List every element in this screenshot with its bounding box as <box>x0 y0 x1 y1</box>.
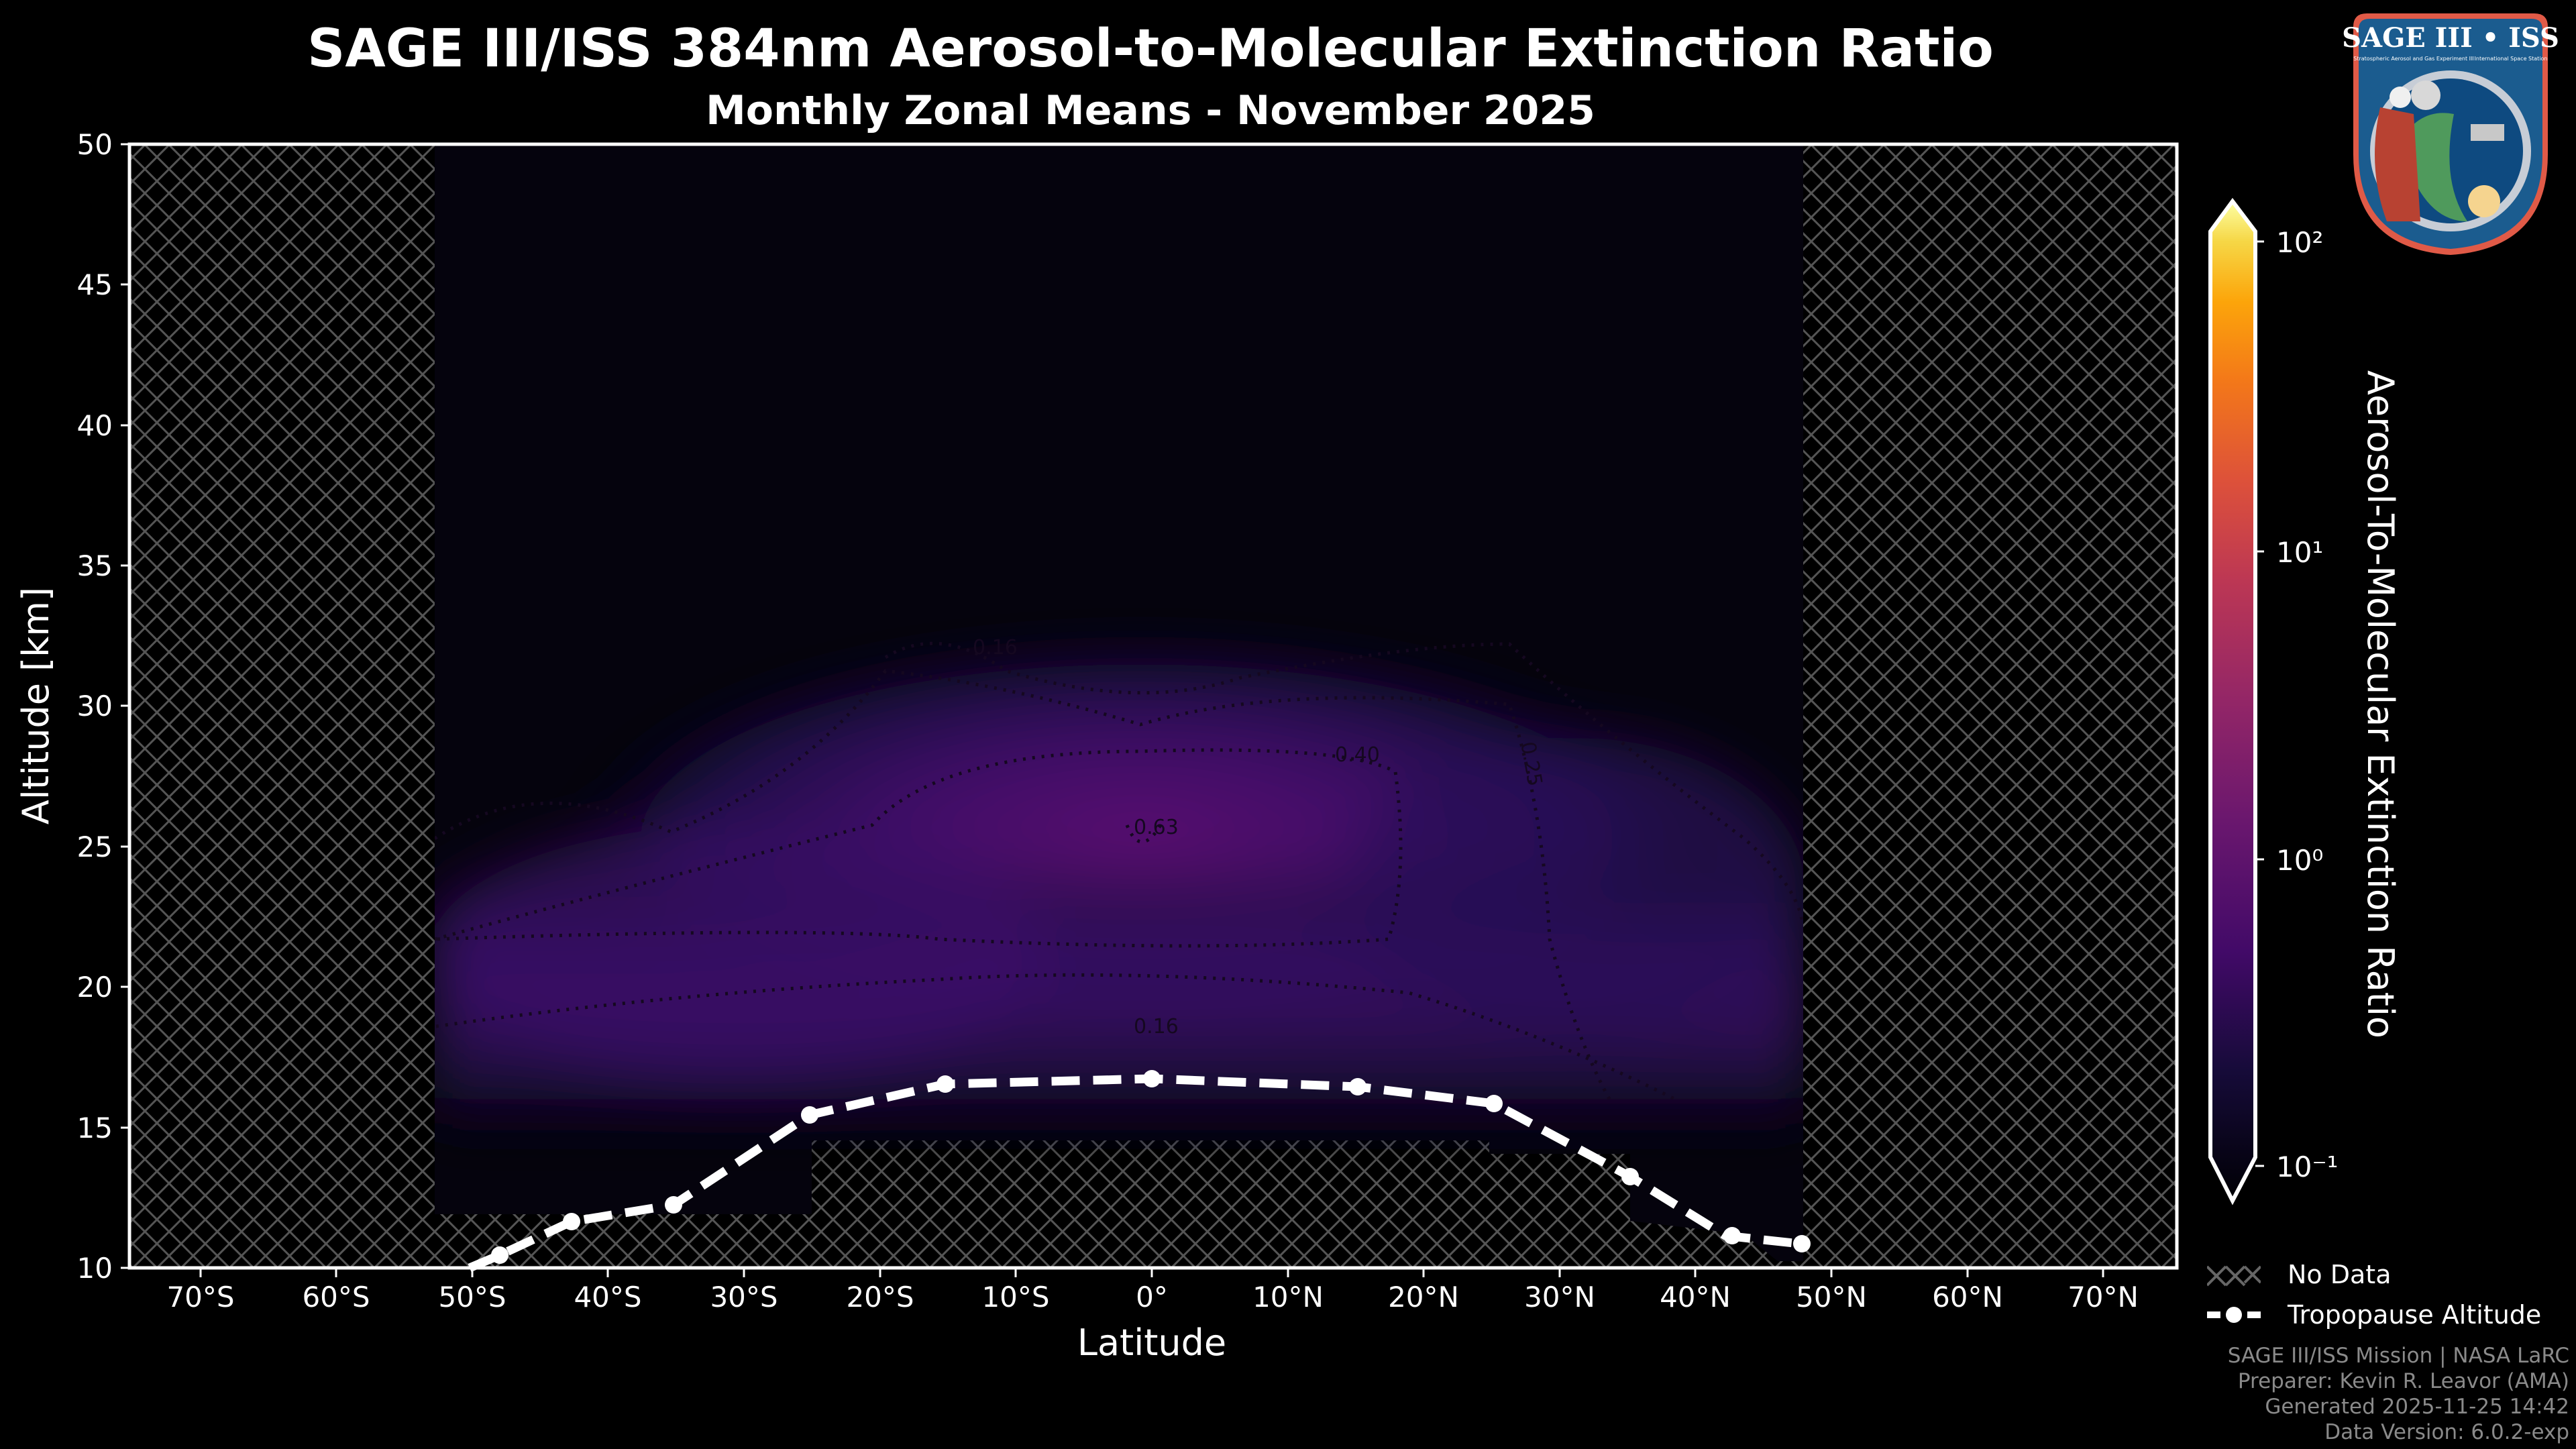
y-tick-label: 35 <box>77 549 113 582</box>
legend-item-no-data: No Data <box>2207 1254 2541 1295</box>
y-axis <box>121 143 129 1269</box>
footer-credits: SAGE III/ISS Mission | NASA LaRC Prepare… <box>2228 1343 2569 1445</box>
sage-iii-iss-mission-logo: SAGE III • ISS Stratospheric Aerosol and… <box>2342 13 2559 255</box>
contour-label-016-upper: 0.16 <box>973 636 1018 659</box>
x-tick-label: 0° <box>1136 1281 1168 1313</box>
logo-subtitle-2: International Space Station <box>2475 56 2548 62</box>
x-tick-label: 40°S <box>574 1281 641 1313</box>
footer-preparer: Preparer: Kevin R. Leavor (AMA) <box>2237 1369 2569 1393</box>
contour-label-063: 0.63 <box>1134 816 1179 839</box>
aerosol-ratio-field: 0.63 0.40 0.25 0.16 0.16 <box>435 144 1803 1261</box>
x-tick-label: 30°N <box>1524 1281 1595 1313</box>
x-tick-label: 60°S <box>302 1281 370 1313</box>
colorbar-tick-label: 10⁰ <box>2276 844 2323 877</box>
colorbar-tick-label: 10² <box>2276 226 2323 259</box>
y-tick-label: 15 <box>77 1112 113 1144</box>
footer-data-version: Data Version: 6.0.2-exp <box>2324 1420 2569 1444</box>
dashed-line-dot-icon <box>2207 1307 2261 1323</box>
colorbar-tick-label: 10¹ <box>2276 536 2323 569</box>
tropopause-point <box>801 1106 818 1124</box>
y-tick-label: 10 <box>77 1252 113 1285</box>
contour-label-016-lower: 0.16 <box>1134 1015 1179 1038</box>
x-tick-label: 70°N <box>2068 1281 2139 1313</box>
y-tick-label: 25 <box>77 830 113 863</box>
logo-subtitle: Stratospheric Aerosol and Gas Experiment… <box>2353 56 2473 62</box>
x-tick-label: 20°N <box>1388 1281 1459 1313</box>
x-axis-label: Latitude <box>1077 1322 1226 1364</box>
tropopause-point <box>563 1213 580 1230</box>
colorbar-tick-label: 10⁻¹ <box>2276 1150 2338 1183</box>
y-tick-label: 30 <box>77 690 113 722</box>
legend-item-tropopause: Tropopause Altitude <box>2207 1295 2541 1335</box>
tropopause-point <box>936 1075 954 1093</box>
x-tick-label: 60°N <box>1932 1281 2003 1313</box>
y-axis-label: Altitude [km] <box>15 587 57 824</box>
contour-label-040: 0.40 <box>1335 743 1380 767</box>
tropopause-point <box>1485 1095 1503 1112</box>
logo-title: SAGE III • ISS <box>2342 22 2559 54</box>
x-tick-label: 50°S <box>438 1281 506 1313</box>
tropopause-point <box>1349 1078 1366 1095</box>
y-tick-label: 40 <box>77 409 113 442</box>
tropopause-point <box>1143 1070 1161 1087</box>
tropopause-point <box>665 1196 682 1214</box>
tropopause-line <box>468 1070 1811 1272</box>
y-tick-label: 45 <box>77 268 113 301</box>
x-tick-label: 10°N <box>1252 1281 1324 1313</box>
y-tick-label: 20 <box>77 971 113 1004</box>
x-tick-label: 50°N <box>1796 1281 1867 1313</box>
colorbar: 10² 10¹ 10⁰ 10⁻¹ Aerosol-To-Molecular Ex… <box>2208 197 2402 1205</box>
colorbar-label: Aerosol-To-Molecular Extinction Ratio <box>2359 370 2402 1038</box>
x-tick-label: 70°S <box>166 1281 234 1313</box>
footer-mission: SAGE III/ISS Mission | NASA LaRC <box>2227 1344 2569 1368</box>
x-tick-label: 20°S <box>846 1281 914 1313</box>
x-tick-label: 40°N <box>1660 1281 1731 1313</box>
chart-title: SAGE III/ISS 384nm Aerosol-to-Molecular … <box>307 19 1994 79</box>
tropopause-point <box>1793 1235 1811 1252</box>
legend-label: Tropopause Altitude <box>2288 1300 2542 1330</box>
legend: No Data Tropopause Altitude <box>2207 1254 2541 1335</box>
tropopause-point <box>1723 1227 1741 1244</box>
x-tick-label: 30°S <box>710 1281 777 1313</box>
hatch-swatch-icon <box>2207 1265 2261 1287</box>
x-tick-label: 10°S <box>981 1281 1049 1313</box>
legend-label: No Data <box>2288 1260 2392 1289</box>
tropopause-point <box>1621 1168 1639 1185</box>
footer-generated: Generated 2025-11-25 14:42 <box>2265 1395 2569 1419</box>
chart-subtitle: Monthly Zonal Means - November 2025 <box>706 87 1595 134</box>
x-axis <box>199 1268 2104 1277</box>
tropopause-point <box>491 1246 508 1264</box>
y-tick-label: 50 <box>77 128 113 161</box>
